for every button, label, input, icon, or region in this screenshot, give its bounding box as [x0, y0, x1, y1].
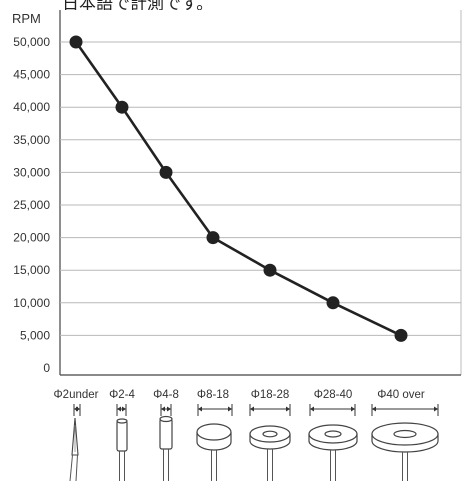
cylinder-body — [159, 418, 173, 450]
x-category-label: Φ4-8 — [153, 389, 179, 401]
wheel-large-icon — [371, 422, 439, 453]
arrowhead — [351, 406, 355, 412]
data-point — [69, 35, 83, 49]
header-text-fragment: 日本語で計測です。 — [62, 0, 213, 13]
arrowhead — [167, 406, 171, 412]
cylinder-top — [116, 418, 128, 424]
wheel-hole — [262, 430, 278, 438]
y-tick-label: 15,000 — [13, 263, 50, 277]
data-point — [159, 165, 173, 179]
disc-tool-icon — [196, 423, 232, 451]
small-cylinder-tool-icon — [116, 418, 128, 452]
wheel-hole — [393, 429, 417, 439]
x-category-label: Φ8-18 — [197, 389, 229, 401]
arrowhead — [228, 406, 232, 412]
arrowhead — [310, 406, 314, 412]
tool-icon-layer — [69, 415, 439, 481]
arrowhead — [122, 406, 126, 412]
arrowhead — [117, 406, 121, 412]
x-category-label: Φ40 over — [377, 389, 425, 401]
arrowhead — [161, 406, 165, 412]
y-tick-label: 10,000 — [13, 296, 50, 310]
data-point — [115, 100, 129, 114]
x-category-label: Φ2-4 — [109, 389, 135, 401]
data-point — [394, 328, 408, 342]
arrowhead — [372, 406, 376, 412]
x-category-layer: Φ2under Φ2-4 Φ4-8 Φ8-18 Φ18-28 Φ28-40 Φ40 over — [54, 389, 439, 416]
y-tick-label: 35,000 — [13, 133, 50, 147]
axis-layer: RPM — [12, 11, 41, 26]
cylinder-body — [116, 420, 128, 452]
shank-line — [75, 454, 78, 481]
y-tick-label: 25,000 — [13, 198, 50, 212]
data-point — [263, 263, 277, 277]
point-tool-icon — [69, 417, 79, 481]
series-layer — [69, 35, 408, 342]
y-tick-label: 30,000 — [13, 165, 50, 179]
cylinder-tool-icon — [159, 415, 173, 450]
x-category-label: Φ28-40 — [314, 389, 353, 401]
y-tick-label: 5,000 — [20, 328, 50, 342]
arrowhead — [76, 406, 80, 412]
y-tick-label: 0 — [43, 361, 50, 375]
y-tick-label: 40,000 — [13, 100, 50, 114]
disc-top — [196, 423, 232, 441]
cylinder-top — [159, 415, 173, 423]
y-tick-label: 50,000 — [13, 35, 50, 49]
shank-line — [69, 454, 73, 481]
wheel-small-icon — [249, 425, 291, 450]
x-category-label: Φ2under — [54, 389, 99, 401]
y-axis-label: RPM — [12, 11, 41, 26]
wheel-medium-icon — [308, 424, 358, 451]
data-point — [206, 231, 220, 245]
y-tick-label: 20,000 — [13, 231, 50, 245]
grid-layer: 0 5,000 10,000 15,000 20,000 25,000 30,000 35,0… — [13, 10, 462, 376]
data-point — [326, 296, 340, 310]
x-category-label: Φ18-28 — [251, 389, 290, 401]
rpm-series-line — [74, 41, 402, 337]
arrowhead — [198, 406, 202, 412]
arrowhead — [286, 406, 290, 412]
y-tick-label: 45,000 — [13, 68, 50, 82]
wheel-hole — [324, 430, 342, 438]
arrowhead — [434, 406, 438, 412]
arrowhead — [250, 406, 254, 412]
